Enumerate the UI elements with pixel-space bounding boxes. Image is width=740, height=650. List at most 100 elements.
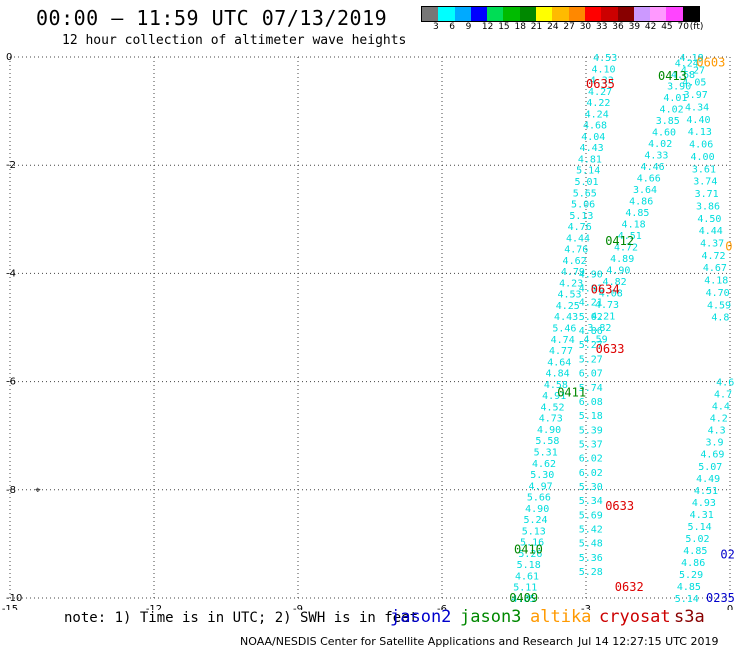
swh-value: 3.61 [692, 164, 716, 175]
legend-cryosat: cryosat [599, 607, 671, 627]
swh-value: 4.4 [712, 402, 730, 413]
swh-value: 4.27 [681, 65, 705, 76]
swh-value: 4.66 [637, 173, 661, 184]
swh-value: 4.6 [716, 378, 734, 389]
swh-value: 4.33 [590, 76, 614, 87]
swh-value: 4.91 [542, 391, 566, 402]
swh-value: 4.72 [701, 251, 725, 262]
color-scale-label: 18 [514, 22, 526, 32]
swh-value: 5.18 [579, 411, 603, 422]
pass-time-label: 02 [720, 548, 734, 562]
swh-value: 4.58 [544, 380, 568, 391]
color-scale-label: 21 [530, 22, 543, 32]
pass-time-label: 0633 [605, 499, 634, 513]
pass-time-label: 0634 [591, 283, 620, 297]
swh-value: 4.3 [708, 426, 726, 437]
color-swatch [584, 7, 602, 21]
swh-value: 6.08 [579, 397, 603, 408]
x-tick-label: -12 [146, 604, 162, 610]
swh-value: 4.2 [710, 414, 728, 425]
swh-value: 4.86 [579, 326, 603, 337]
swh-value: 5.14 [576, 166, 600, 177]
y-tick-label: -10 [6, 593, 22, 604]
pass-time-label: 0412 [605, 234, 634, 248]
swh-value: 5.34 [579, 496, 603, 507]
swh-value: 4.7 [714, 390, 732, 401]
footer-note: note: 1) Time is in UTC; 2) SWH is in fe… [64, 610, 419, 626]
x-tick-label: -3 [581, 604, 591, 610]
swh-value: 5.26 [518, 549, 542, 560]
pass-time-label: 0235 [706, 591, 735, 605]
pass-time-label: 0632 [615, 580, 644, 594]
swh-value: 5.07 [698, 462, 722, 473]
y-tick-label: -8 [6, 485, 16, 496]
swh-value: 5.14 [688, 522, 712, 533]
swh-value: 4.8 [711, 313, 729, 324]
swh-value: 5.74 [579, 383, 603, 394]
color-scale-label: 6 [449, 22, 456, 32]
swh-value: 3.71 [695, 189, 719, 200]
color-swatch [536, 7, 553, 21]
swh-value: 4.34 [685, 102, 709, 113]
swh-value: 5.66 [527, 493, 551, 504]
swh-value: 5.18 [517, 560, 541, 571]
swh-value: 4.44 [566, 233, 590, 244]
swh-value: 4.40 [686, 115, 710, 126]
swh-value: 4.51 [618, 231, 642, 242]
swh-value: 4.67 [703, 263, 727, 274]
x-tick-label: 0 [727, 604, 733, 610]
swh-value: 4.62 [563, 256, 587, 267]
swh-value: 5.16 [520, 538, 544, 549]
swh-value: 4.53 [593, 53, 617, 64]
swh-value: 4.27 [588, 87, 612, 98]
swh-value: 4.70 [706, 288, 730, 299]
pass-time-label: 0410 [514, 542, 543, 556]
position-marker: ⌖ [35, 485, 41, 496]
swh-value: 4.81 [579, 284, 603, 295]
swh-value: 4.61 [515, 571, 539, 582]
pass-time-label: 0411 [557, 385, 586, 399]
swh-value: 5.37 [579, 439, 603, 450]
swh-value: 4.68 [671, 70, 695, 81]
swh-value: 4.85 [683, 546, 707, 557]
swh-value: 4.93 [692, 498, 716, 509]
swh-value: 4.79 [561, 267, 585, 278]
swh-value: 4.59 [584, 334, 608, 345]
swh-value: 4.08 [599, 288, 623, 299]
x-tick-label: -6 [437, 604, 447, 610]
color-scale-label: 27 [563, 22, 575, 32]
pass-time-label: 0413 [658, 69, 687, 83]
swh-value: 5.36 [579, 553, 603, 564]
generated-time: Jul 14 12:27:15 UTC 2019 [578, 635, 719, 648]
swh-value: 5.46 [552, 324, 576, 335]
swh-value: 4.81 [578, 154, 602, 165]
swh-value: 5.39 [579, 425, 603, 436]
swh-value: 3.90 [667, 81, 691, 92]
color-swatch [682, 7, 700, 21]
legend-jason3: jason3 [460, 607, 522, 627]
swh-value: 4.18 [622, 219, 646, 230]
y-tick-label: -2 [6, 160, 16, 171]
swh-value: 4.85 [512, 594, 536, 605]
swh-value: 4.46 [641, 162, 665, 173]
swh-value: 4.37 [700, 238, 724, 249]
swh-value: 4.85 [625, 208, 649, 219]
swh-value: 5.29 [679, 570, 703, 581]
color-scale-label: 36 [612, 22, 624, 32]
swh-value: 4.44 [699, 226, 723, 237]
swh-value: 4.00 [691, 152, 715, 163]
color-swatch [633, 7, 651, 21]
swh-value: 5.06 [571, 200, 595, 211]
swh-value: 5.58 [535, 436, 559, 447]
swh-value: 4.18 [704, 276, 728, 287]
swh-value: 4.90 [606, 265, 630, 276]
swh-value: 4.04 [581, 132, 605, 143]
color-swatch [470, 7, 488, 21]
swh-value: 6.07 [579, 369, 603, 380]
swh-value: 4.05 [682, 78, 706, 89]
swh-value: 3.64 [633, 185, 657, 196]
swh-value: 3.82 [587, 323, 611, 334]
color-swatch [487, 7, 504, 21]
swh-value: 4.68 [583, 121, 607, 132]
swh-value: 4.90 [579, 269, 603, 280]
